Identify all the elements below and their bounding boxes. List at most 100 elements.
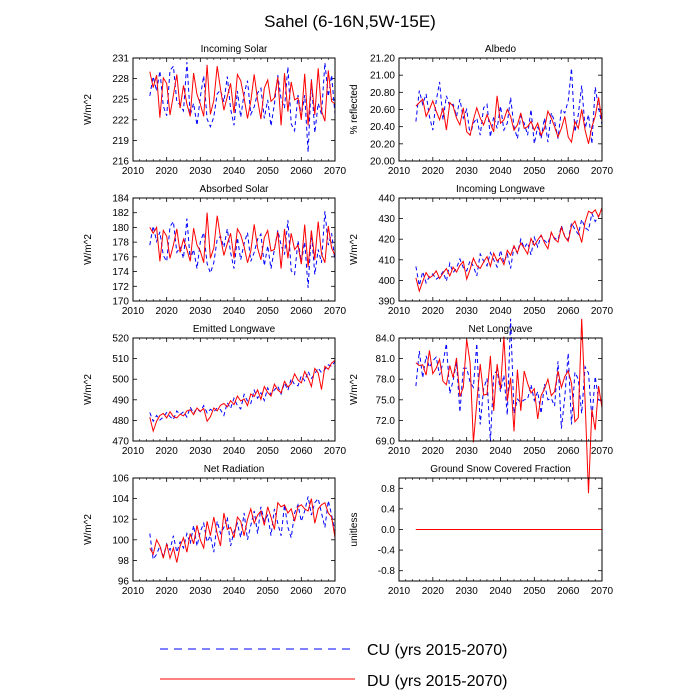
y-axis-label: W/m^2 (349, 374, 360, 405)
y-tick-label: 420 (378, 235, 395, 246)
y-tick-label: 231 (112, 54, 129, 65)
x-tick-label: 2030 (189, 586, 212, 597)
series-du-line (149, 359, 336, 433)
x-tick-label: 2050 (257, 586, 280, 597)
y-tick-label: 0.8 (381, 484, 395, 495)
y-tick-label: 0.4 (381, 504, 395, 515)
x-tick-label: 2050 (523, 446, 546, 457)
y-tick-label: 480 (112, 416, 129, 427)
x-tick-label: 2040 (489, 446, 512, 457)
x-tick-label: 2070 (324, 306, 347, 317)
series-du-line (415, 95, 603, 144)
y-tick-label: 219 (112, 136, 129, 147)
panel-title: Emitted Longwave (193, 324, 276, 335)
y-tick-label: 20.40 (370, 122, 395, 133)
x-tick-label: 2020 (156, 166, 179, 177)
x-tick-label: 2030 (456, 166, 479, 177)
panel-1: Incoming Solar W/m^2 2010 2020 2030 2040 2050 2… (83, 44, 347, 177)
y-tick-label: 81.0 (376, 354, 396, 365)
y-tick-label: 21.20 (370, 54, 395, 65)
x-tick-label: 2010 (122, 166, 145, 177)
x-tick-label: 2010 (388, 446, 411, 457)
y-tick-label: 178 (112, 238, 129, 249)
panel-4: Incoming Longwave W/m^2 2010 2020 2030 2040 20… (349, 184, 614, 317)
series-cu-line (149, 361, 336, 423)
x-tick-label: 2030 (189, 446, 212, 457)
x-tick-label: 2010 (388, 166, 411, 177)
x-tick-label: 2070 (591, 586, 614, 597)
panel-title: Ground Snow Covered Fraction (430, 464, 571, 475)
y-tick-label: 228 (112, 74, 129, 85)
x-tick-label: 2020 (422, 166, 445, 177)
x-tick-label: 2060 (290, 166, 313, 177)
x-tick-label: 2010 (122, 586, 145, 597)
y-tick-label: 170 (112, 297, 129, 308)
y-tick-label: 20.20 (370, 139, 395, 150)
y-tick-label: 104 (112, 494, 129, 505)
plot-frame (132, 337, 336, 442)
x-tick-label: 2050 (523, 306, 546, 317)
series-du-line (149, 212, 336, 269)
panel-6: Net Longwave W/m^2 2010 2020 2030 2040 2050 206… (349, 318, 614, 494)
series-du-line (149, 64, 336, 126)
series-cu-line (149, 496, 336, 561)
x-tick-label: 2040 (489, 306, 512, 317)
plot-frame (398, 197, 603, 302)
x-tick-label: 2020 (422, 446, 445, 457)
x-tick-label: 2070 (591, 166, 614, 177)
y-tick-label: 96 (118, 577, 130, 588)
panel-3: Absorbed Solar W/m^2 2010 2020 2030 2040 2050 2… (83, 184, 347, 317)
legend-label-du: DU (yrs 2015-2070) (367, 673, 508, 690)
series-cu-line (415, 68, 603, 144)
x-tick-label: 2060 (557, 586, 580, 597)
y-tick-label: 20.00 (370, 157, 395, 168)
x-tick-label: 2060 (290, 586, 313, 597)
panel-title: Net Radiation (204, 464, 265, 475)
y-tick-label: 69.0 (376, 437, 396, 448)
y-tick-label: 174 (112, 267, 129, 278)
x-tick-label: 2060 (557, 166, 580, 177)
x-tick-label: 2040 (489, 166, 512, 177)
y-tick-label: 20.80 (370, 88, 395, 99)
y-tick-label: 390 (378, 297, 395, 308)
series-cu-line (415, 210, 603, 286)
x-tick-label: 2010 (122, 446, 145, 457)
x-tick-label: 2030 (189, 166, 212, 177)
y-tick-label: 430 (378, 214, 395, 225)
y-tick-label: 182 (112, 208, 129, 219)
y-tick-label: 490 (112, 395, 129, 406)
panel-title: Incoming Longwave (456, 184, 545, 195)
y-tick-label: 470 (112, 437, 129, 448)
y-tick-label: 184 (112, 194, 129, 205)
legend-label-cu: CU (yrs 2015-2070) (367, 642, 508, 659)
x-tick-label: 2020 (422, 586, 445, 597)
panel-7: Net Radiation W/m^2 2010 2020 2030 2040 2050 20… (83, 464, 347, 597)
x-tick-label: 2050 (523, 166, 546, 177)
y-axis-label: W/m^2 (83, 374, 94, 405)
series-du-line (415, 318, 603, 494)
y-tick-label: 225 (112, 95, 129, 106)
x-tick-label: 2050 (257, 166, 280, 177)
y-axis-label: W/m^2 (83, 234, 94, 265)
panel-title: Incoming Solar (201, 44, 268, 55)
y-tick-label: 400 (378, 276, 395, 287)
y-tick-label: 106 (112, 474, 129, 485)
plot-frame (398, 57, 603, 162)
y-axis-label: W/m^2 (349, 234, 360, 265)
y-tick-label: 510 (112, 354, 129, 365)
y-tick-label: 20.60 (370, 105, 395, 116)
y-tick-label: 180 (112, 223, 129, 234)
y-axis-label: W/m^2 (83, 514, 94, 545)
plot-frame (132, 197, 336, 302)
y-tick-label: 98 (118, 556, 130, 567)
plot-frame (132, 477, 336, 582)
x-tick-label: 2070 (591, 306, 614, 317)
x-tick-label: 2060 (557, 306, 580, 317)
x-tick-label: 2030 (456, 446, 479, 457)
panels: Incoming Solar W/m^2 2010 2020 2030 2040 2050 2… (83, 44, 614, 597)
panel-title: Absorbed Solar (200, 184, 270, 195)
x-tick-label: 2040 (223, 446, 246, 457)
x-tick-label: 2050 (257, 446, 280, 457)
x-tick-label: 2050 (257, 306, 280, 317)
